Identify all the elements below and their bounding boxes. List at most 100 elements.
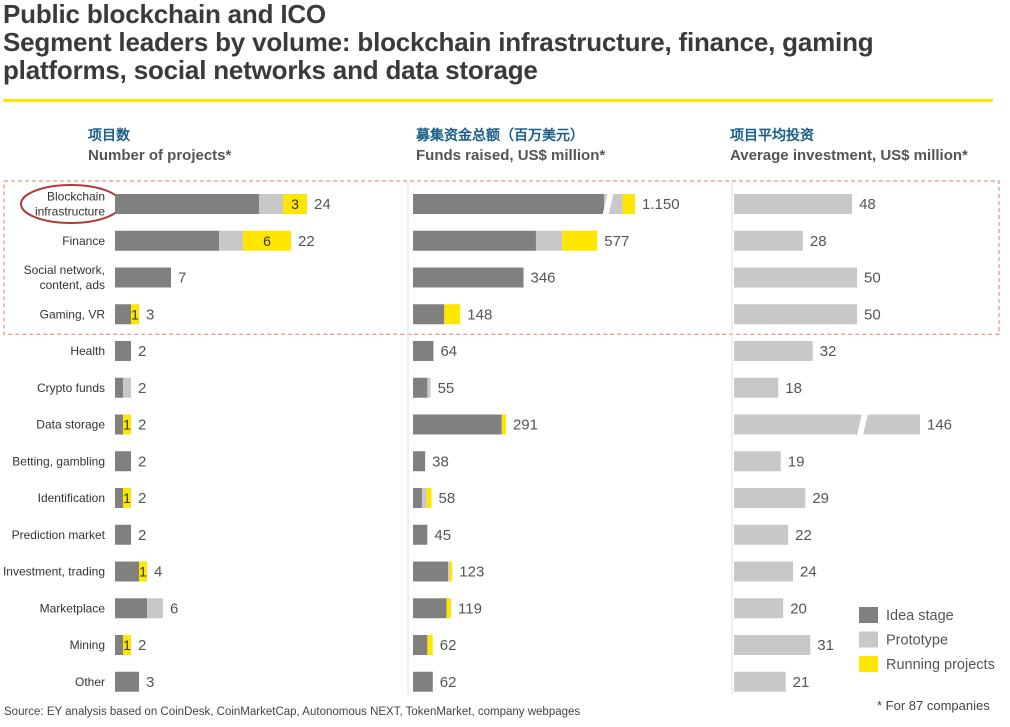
average-bar-data-storage-prototype: [734, 414, 920, 435]
projects-total-label-social-network-content-ads: 7: [178, 270, 186, 287]
projects-running-label-mining: 1: [123, 637, 131, 653]
projects-bar-gaming-vr-idea-stage: [115, 304, 131, 325]
funds-bar-finance-idea-stage: [413, 230, 536, 251]
highlight-box: [3, 180, 1000, 335]
projects-running-label-blockchain-infrastructure: 3: [291, 196, 299, 212]
projects-column-header: 项目数 Number of projects*: [88, 127, 231, 167]
projects-header-en: Number of projects*: [88, 147, 232, 164]
funds-total-label-health: 64: [440, 343, 457, 360]
average-bar-social-network-content-ads-prototype: [734, 267, 857, 288]
funds-bar-crypto-funds-idea-stage: [413, 377, 428, 398]
projects-bar-marketplace-prototype: [147, 598, 163, 619]
category-label-finance: Finance: [62, 234, 105, 248]
category-label-betting-gambling: Betting, gambling: [12, 454, 105, 468]
projects-bar-blockchain-infrastructure-prototype: [259, 194, 283, 214]
projects-running-label-finance: 6: [263, 233, 271, 249]
average-bar-blockchain-infrastructure-prototype: [734, 194, 853, 214]
average-column-header: 项目平均投资 Average investment, US$ million*: [730, 127, 968, 167]
funds-bar-marketplace-idea-stage: [413, 598, 447, 619]
funds-bar-mining-running-projects: [427, 635, 433, 655]
funds-total-label-gaming-vr: 148: [467, 306, 492, 323]
projects-bar-investment-trading-running-projects: [139, 561, 147, 582]
funds-total-label-mining: 62: [440, 637, 457, 654]
average-total-label-betting-gambling: 19: [788, 453, 805, 470]
average-bar-marketplace-prototype: [734, 598, 784, 619]
funds-bar-gaming-vr-running-projects: [444, 304, 461, 325]
category-label-mining: Mining: [70, 638, 105, 652]
funds-total-label-blockchain-infrastructure: 1.150: [642, 196, 680, 213]
projects-bar-other-idea-stage: [115, 671, 139, 692]
funds-bar-blockchain-infrastructure-running-projects: [622, 194, 635, 214]
projects-bar-data-storage-idea-stage: [115, 414, 123, 435]
projects-bar-investment-trading-idea-stage: [115, 561, 139, 582]
funds-axis-break-blockchain-infrastructure: [602, 191, 615, 217]
average-bar-prediction-market-prototype: [734, 524, 789, 545]
average-bar-other-prototype: [734, 671, 786, 692]
funds-bar-finance-running-projects: [562, 230, 598, 251]
projects-total-label-data-storage: 2: [138, 417, 146, 434]
funds-total-label-finance: 577: [604, 233, 629, 250]
title-divider: [3, 99, 993, 102]
average-total-label-finance: 28: [810, 233, 827, 250]
projects-bar-prediction-market-idea-stage: [115, 524, 131, 545]
funds-header-en: Funds raised, US$ million*: [416, 147, 606, 164]
funds-column-header: 募集资金总额（百万美元） Funds raised, US$ million*: [416, 127, 605, 167]
funds-bar-investment-trading-running-projects: [449, 561, 453, 582]
funds-bar-identification-running-projects: [426, 488, 432, 508]
projects-bar-mining-running-projects: [123, 635, 131, 655]
projects-total-label-mining: 2: [138, 637, 146, 654]
companies-footnote: * For 87 companies: [877, 698, 990, 713]
category-label-gaming-vr: Gaming, VR: [40, 307, 106, 321]
title-line-2: Segment leaders by volume: blockchain in…: [3, 27, 874, 57]
projects-bar-mining-idea-stage: [115, 635, 123, 655]
projects-bar-marketplace-idea-stage: [115, 598, 147, 619]
average-total-label-blockchain-infrastructure: 48: [859, 196, 876, 213]
average-total-label-marketplace: 20: [790, 600, 807, 617]
category-label-marketplace: Marketplace: [40, 601, 106, 615]
projects-bar-betting-gambling-idea-stage: [115, 451, 131, 472]
average-total-label-investment-trading: 24: [800, 564, 817, 581]
funds-bar-blockchain-infrastructure-idea-stage: [413, 194, 605, 214]
average-bar-betting-gambling-prototype: [734, 451, 781, 472]
average-total-label-social-network-content-ads: 50: [864, 270, 881, 287]
funds-total-label-prediction-market: 45: [434, 527, 451, 544]
legend-label-idea-stage: Idea stage: [886, 608, 954, 624]
projects-bar-social-network-content-ads-idea-stage: [115, 267, 171, 288]
projects-bar-finance-idea-stage: [115, 230, 219, 251]
funds-bar-crypto-funds-prototype: [427, 377, 431, 398]
title-line-1: Public blockchain and ICO: [3, 0, 326, 29]
funds-bar-marketplace-running-projects: [446, 598, 452, 619]
category-label-blockchain-infrastructure: Blockchain infrastructure: [35, 190, 105, 219]
projects-bar-health-idea-stage: [115, 341, 131, 361]
projects-total-label-health: 2: [138, 343, 146, 360]
projects-bar-identification-idea-stage: [115, 488, 123, 508]
average-bar-mining-prototype: [734, 635, 811, 655]
projects-total-label-blockchain-infrastructure: 24: [314, 196, 331, 213]
legend-label-running-projects: Running projects: [886, 657, 995, 673]
chart-title: Public blockchain and ICO Segment leader…: [3, 0, 1003, 84]
average-bar-identification-prototype: [734, 488, 806, 508]
average-total-label-identification: 29: [812, 490, 829, 507]
projects-header-zh: 项目数: [88, 128, 130, 144]
category-label-prediction-market: Prediction market: [12, 528, 106, 542]
funds-total-label-social-network-content-ads: 346: [531, 270, 556, 287]
category-label-data-storage: Data storage: [36, 418, 105, 432]
average-header-en: Average investment, US$ million*: [730, 147, 968, 164]
projects-bar-blockchain-infrastructure-running-projects: [283, 194, 307, 214]
projects-total-label-investment-trading: 4: [154, 564, 162, 581]
average-total-label-crypto-funds: 18: [785, 380, 802, 397]
projects-total-label-prediction-market: 2: [138, 527, 146, 544]
category-label-health: Health: [70, 344, 105, 358]
funds-bar-prediction-market-idea-stage: [413, 524, 428, 545]
projects-bar-gaming-vr-running-projects: [131, 304, 139, 325]
funds-bar-investment-trading-idea-stage: [413, 561, 449, 582]
category-label-social-network-content-ads: Social network, content, ads: [24, 263, 105, 292]
legend-swatch-idea-stage: [859, 607, 878, 623]
average-bar-finance-prototype: [734, 230, 803, 251]
funds-total-label-marketplace: 119: [458, 600, 482, 617]
category-label-other: Other: [75, 675, 105, 689]
average-total-label-gaming-vr: 50: [864, 306, 881, 323]
average-bar-crypto-funds-prototype: [734, 377, 779, 398]
projects-bar-blockchain-infrastructure-idea-stage: [115, 194, 259, 214]
